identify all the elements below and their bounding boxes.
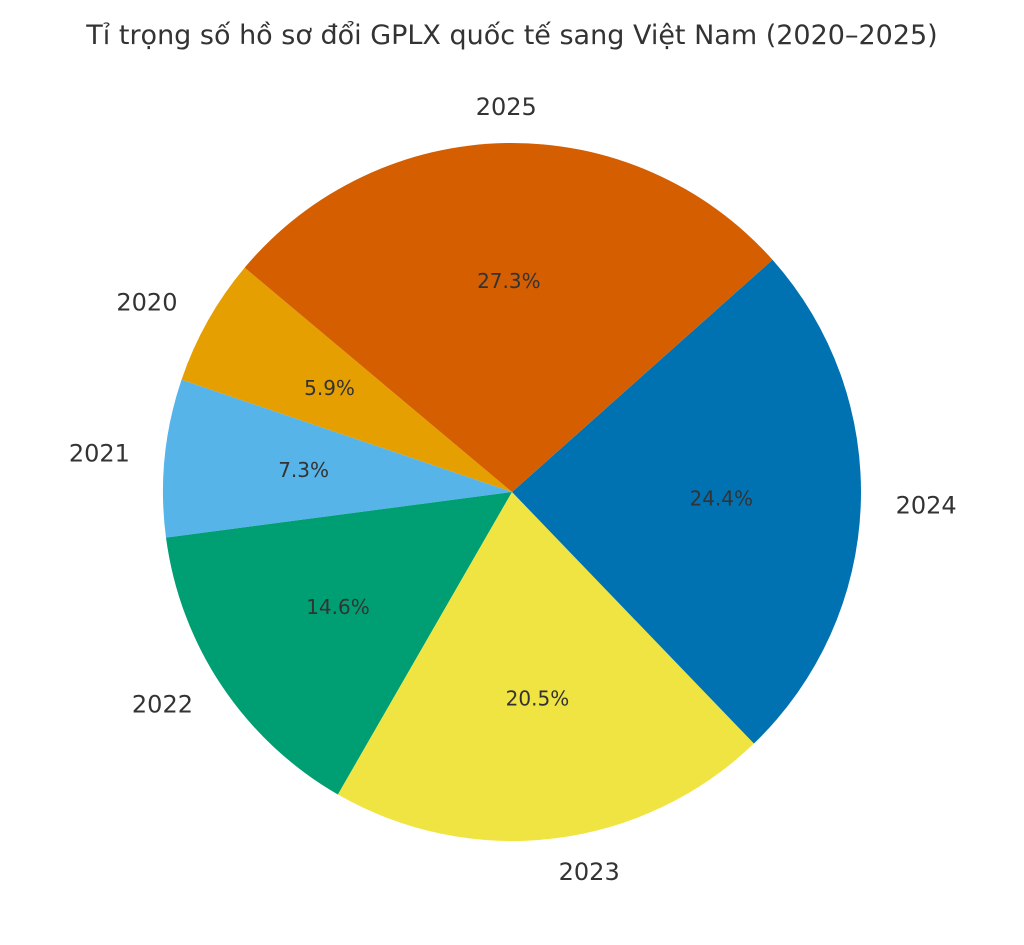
slice-label-2023: 2023 [559, 858, 620, 886]
slice-value-2025: 27.3% [477, 269, 541, 293]
pie-slice-2023 [337, 492, 754, 842]
slice-label-2020: 2020 [116, 289, 177, 317]
slice-value-2022: 14.6% [306, 595, 370, 619]
slice-value-2020: 5.9% [304, 376, 355, 400]
pie-slice-2024 [512, 259, 862, 744]
pie-slice-2021 [163, 379, 512, 538]
chart-title: Tỉ trọng số hồ sơ đổi GPLX quốc tế sang … [85, 20, 937, 51]
slice-label-2024: 2024 [896, 492, 957, 520]
pie-slice-2022 [166, 492, 513, 795]
pie-slice-2020 [181, 267, 513, 492]
slice-label-2022: 2022 [132, 691, 193, 719]
slice-label-2021: 2021 [69, 439, 130, 467]
slice-value-2023: 20.5% [506, 686, 570, 710]
pie-slice-2025 [244, 142, 773, 493]
slice-value-2024: 24.4% [689, 487, 753, 511]
slice-label-2025: 2025 [476, 93, 537, 121]
slice-value-2021: 7.3% [278, 458, 329, 482]
